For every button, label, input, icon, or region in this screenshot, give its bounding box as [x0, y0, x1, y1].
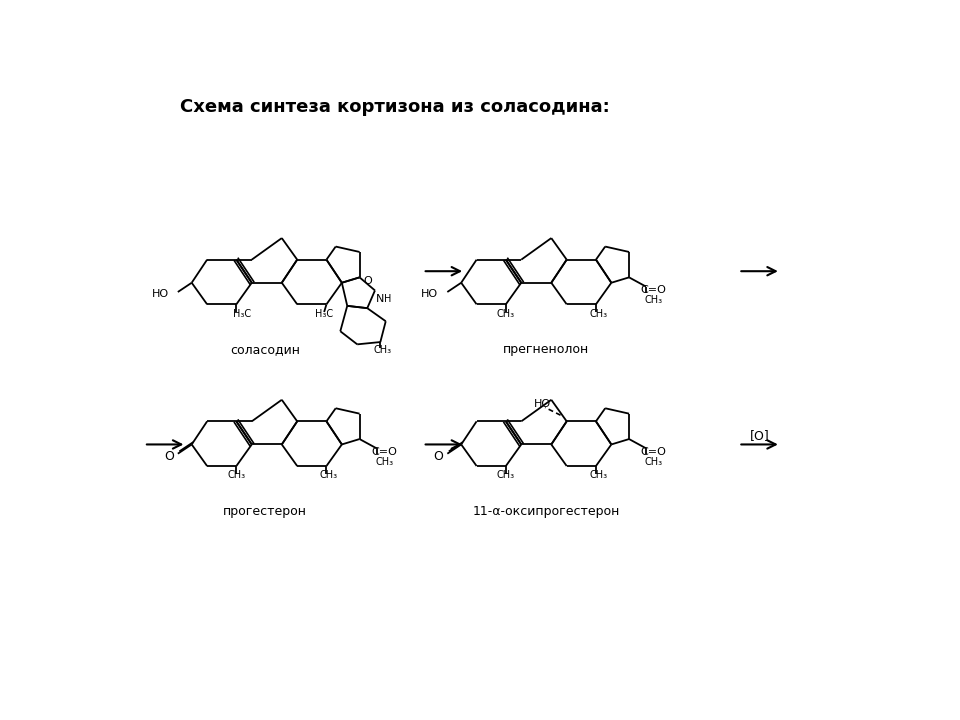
Text: HO: HO [421, 289, 438, 300]
Text: CH₃: CH₃ [375, 457, 394, 467]
Text: CH₃: CH₃ [644, 295, 662, 305]
Text: O: O [363, 276, 372, 287]
Text: C=O: C=O [640, 447, 666, 457]
Text: соласодин: соласодин [229, 343, 300, 356]
Text: C=O: C=O [640, 285, 666, 295]
Text: CH₃: CH₃ [496, 470, 515, 480]
Text: Схема синтеза кортизона из соласодина:: Схема синтеза кортизона из соласодина: [180, 98, 610, 116]
Text: O: O [164, 449, 174, 462]
Text: CH₃: CH₃ [373, 345, 392, 355]
Text: 11-α-оксипрогестерон: 11-α-оксипрогестерон [472, 505, 619, 518]
Text: CH₃: CH₃ [644, 457, 662, 467]
Text: прогестерон: прогестерон [223, 505, 307, 518]
Text: C=O: C=O [372, 447, 397, 457]
Text: HO: HO [152, 289, 169, 300]
Text: N: N [376, 294, 385, 304]
Text: CH₃: CH₃ [228, 470, 246, 480]
Text: CH₃: CH₃ [320, 470, 338, 480]
Text: CH₃: CH₃ [496, 309, 515, 318]
Text: CH₃: CH₃ [589, 309, 608, 318]
Text: H: H [384, 294, 391, 304]
Text: HO: HO [534, 400, 551, 410]
Text: CH₃: CH₃ [589, 470, 608, 480]
Text: H₃C: H₃C [232, 309, 251, 318]
Text: [O]: [O] [750, 429, 770, 443]
Text: прегненолон: прегненолон [503, 343, 589, 356]
Text: H₃C: H₃C [315, 309, 333, 318]
Text: O: O [434, 449, 444, 462]
